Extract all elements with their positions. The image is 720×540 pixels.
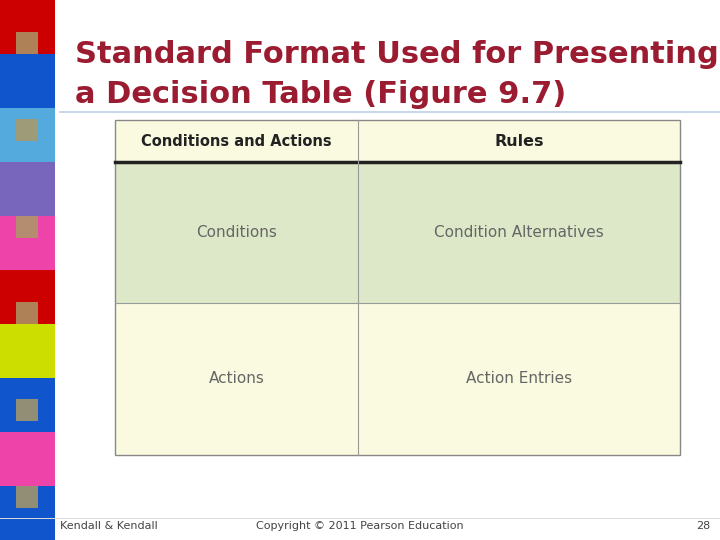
Text: Rules: Rules	[494, 133, 544, 148]
Bar	[16, 400, 38, 421]
Bar	[0, 270, 55, 324]
Bar	[16, 32, 38, 54]
Text: Copyright © 2011 Pearson Education: Copyright © 2011 Pearson Education	[256, 521, 464, 531]
Text: Action Entries: Action Entries	[466, 372, 572, 386]
Bar	[0, 432, 55, 486]
Bar	[16, 216, 38, 238]
Bar	[0, 162, 55, 216]
Text: 28: 28	[696, 521, 710, 531]
Bar	[0, 216, 55, 270]
Bar	[115, 162, 680, 302]
Bar	[16, 119, 38, 140]
Bar	[16, 486, 38, 508]
Text: a Decision Table (Figure 9.7): a Decision Table (Figure 9.7)	[75, 80, 566, 109]
Bar	[115, 120, 680, 162]
Bar	[0, 54, 55, 108]
Bar	[115, 120, 680, 455]
Text: Condition Alternatives: Condition Alternatives	[434, 225, 604, 240]
Text: Kendall & Kendall: Kendall & Kendall	[60, 521, 158, 531]
Bar	[0, 108, 55, 162]
Bar	[115, 302, 680, 455]
Bar	[0, 324, 55, 378]
Bar	[0, 0, 55, 54]
Text: Standard Format Used for Presenting: Standard Format Used for Presenting	[75, 40, 719, 69]
Text: Actions: Actions	[209, 372, 264, 386]
Text: Conditions and Actions: Conditions and Actions	[141, 133, 332, 148]
Bar	[0, 486, 55, 540]
Bar	[0, 378, 55, 432]
Bar	[115, 120, 680, 455]
Text: Conditions: Conditions	[196, 225, 277, 240]
Bar	[55, 0, 58, 540]
Bar	[16, 302, 38, 324]
